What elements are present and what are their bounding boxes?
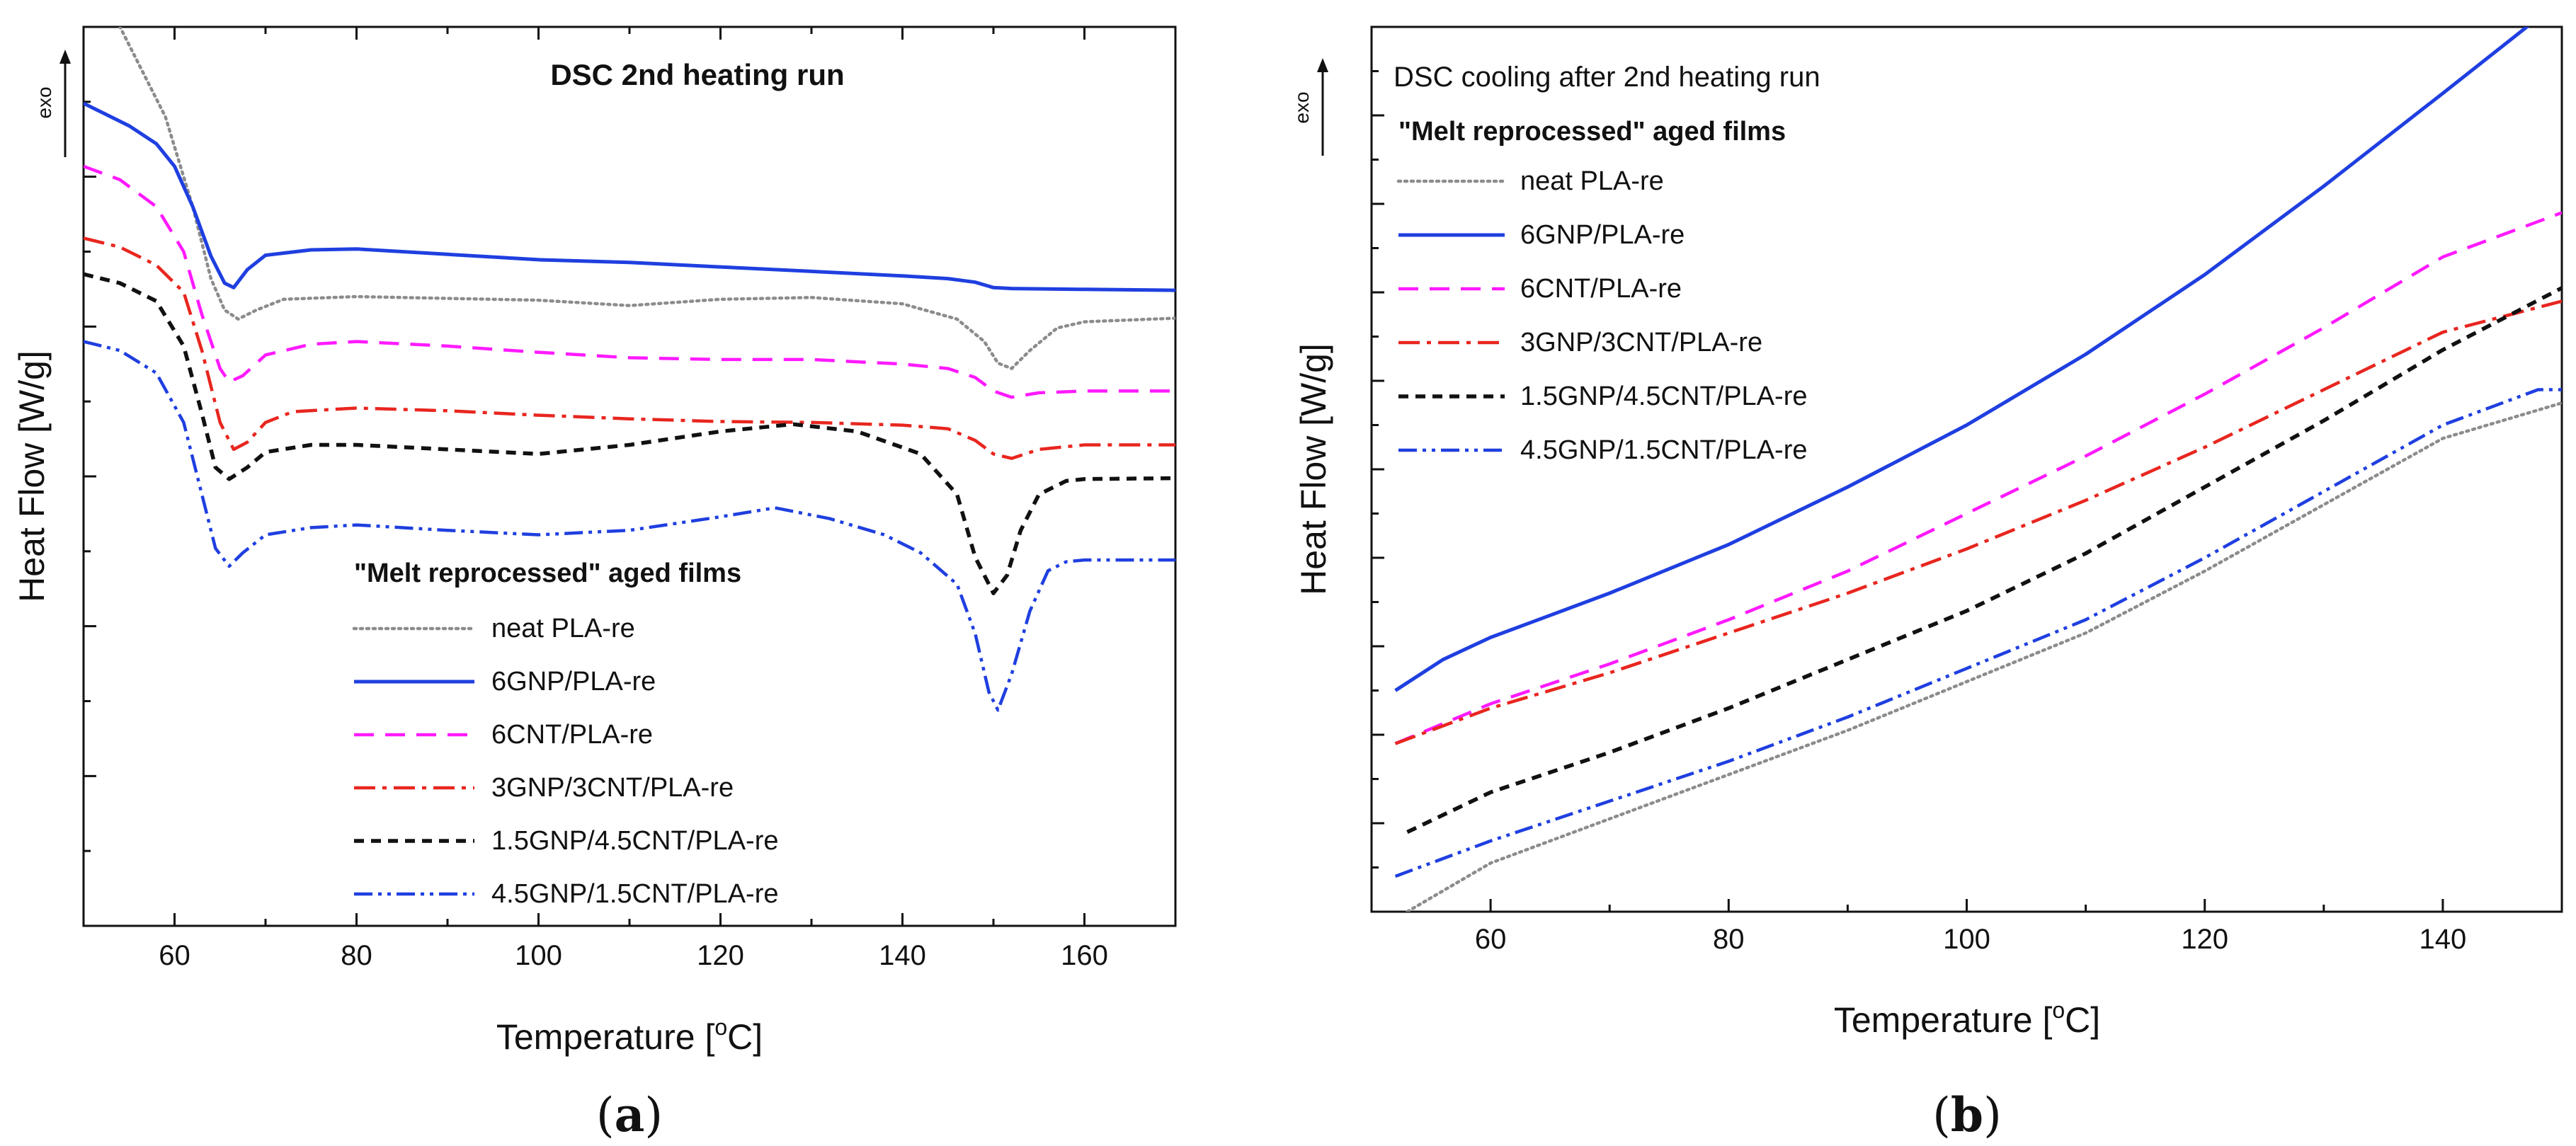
series-line-3gnp-3cnt-pla-re [1394, 299, 2562, 745]
tick-marks-b: 60 80 100 120 140 [1370, 70, 2563, 955]
series-line-6gnp-pla-re [84, 101, 1175, 292]
x-axis-title-a: Temperature [oC] [496, 1014, 763, 1057]
legend-label: 6CNT/PLA-re [491, 720, 653, 750]
x-axis-title-a-degree: o [714, 1014, 727, 1040]
tick-marks-a: 60 80 100 120 140 160 [82, 27, 1177, 971]
y-axis-title-b: Heat Flow [W/g] [1294, 343, 1333, 595]
x-axis-title-a-unit: C] [727, 1017, 763, 1057]
exo-label-a: exo [33, 86, 55, 118]
panel-label-b-letter: b [1951, 1087, 1983, 1142]
series-line-neat-pla-re [1406, 401, 2562, 912]
x-tick-label: 80 [1713, 924, 1745, 955]
chart-panel-b: 60 80 100 120 140 DSC cooling after 2nd heat… [1291, 25, 2563, 1142]
x-tick-label: 140 [879, 940, 926, 971]
x-tick-label: 100 [515, 940, 562, 971]
exo-arrow-icon-a [59, 50, 71, 64]
panel-label-a-letter: a [615, 1087, 645, 1142]
legend-label: 3GNP/3CNT/PLA-re [1520, 328, 1762, 357]
series-line-4-5gnp-1-5cnt-pla-re [84, 340, 1175, 712]
series-line-1-5gnp-4-5cnt-pla-re [84, 272, 1175, 595]
series-group-b [1394, 27, 2562, 912]
exo-arrow-icon-b [1317, 58, 1328, 72]
legend-title-a: "Melt reprocessed" aged films [354, 558, 741, 588]
x-tick-label: 60 [1475, 924, 1507, 955]
x-axis-title-b-unit: C] [2065, 1000, 2100, 1040]
legend-label: 6GNP/PLA-re [491, 667, 656, 697]
chart-panel-a: 60 80 100 120 140 160 DSC 2nd heating run exo… [12, 25, 1177, 1142]
legend-label: 6CNT/PLA-re [1520, 274, 1682, 304]
x-tick-label: 80 [341, 940, 372, 971]
legend-label: 1.5GNP/4.5CNT/PLA-re [491, 826, 778, 856]
x-tick-label: 120 [697, 940, 744, 971]
exo-indicator-b: exo [1291, 58, 1328, 156]
chart-title-a: DSC 2nd heating run [550, 58, 844, 91]
x-tick-label: 160 [1061, 940, 1108, 971]
x-axis-title-b-text: Temperature [ [1834, 1000, 2053, 1040]
series-line-4-5gnp-1-5cnt-pla-re [1394, 388, 2562, 878]
legend-label: neat PLA-re [491, 614, 635, 643]
legend-label: 4.5GNP/1.5CNT/PLA-re [491, 879, 778, 909]
series-line-6cnt-pla-re [1394, 211, 2562, 745]
exo-indicator-a: exo [33, 50, 71, 157]
x-axis-title-a-text: Temperature [ [496, 1017, 715, 1057]
x-axis-title-b-degree: o [2052, 997, 2065, 1023]
x-tick-label: 140 [2420, 924, 2467, 955]
series-line-neat-pla-re [118, 27, 1175, 370]
legend-title-b: "Melt reprocessed" aged films [1398, 117, 1786, 147]
x-tick-label: 60 [159, 940, 190, 971]
x-tick-label: 120 [2181, 924, 2228, 955]
series-line-6cnt-pla-re [84, 164, 1175, 399]
legend-b: neat PLA-re 6GNP/PLA-re 6CNT/PLA-re 3GNP/3C… [1396, 166, 1807, 465]
legend-label: 3GNP/3CNT/PLA-re [491, 773, 734, 803]
series-line-6gnp-pla-re [1394, 27, 2530, 692]
series-line-1-5gnp-4-5cnt-pla-re [1406, 286, 2562, 834]
x-tick-label: 100 [1943, 924, 1990, 955]
exo-label-b: exo [1291, 91, 1313, 123]
legend-label: 6GNP/PLA-re [1520, 220, 1685, 250]
y-axis-title-a: Heat Flow [W/g] [12, 350, 52, 602]
chart-title-b: DSC cooling after 2nd heating run [1394, 62, 1820, 93]
series-group-a [84, 27, 1175, 712]
legend-label: 4.5GNP/1.5CNT/PLA-re [1520, 435, 1807, 465]
legend-label: neat PLA-re [1520, 166, 1664, 196]
x-axis-title-b: Temperature [oC] [1834, 997, 2100, 1040]
legend-label: 1.5GNP/4.5CNT/PLA-re [1520, 382, 1807, 411]
panel-label-b: (b) [1932, 1087, 2002, 1142]
panel-label-a: (a) [596, 1087, 663, 1142]
series-line-3gnp-3cnt-pla-re [84, 236, 1175, 460]
legend-a: neat PLA-re 6GNP/PLA-re 6CNT/PLA-re 3GNP/3C… [352, 614, 778, 909]
